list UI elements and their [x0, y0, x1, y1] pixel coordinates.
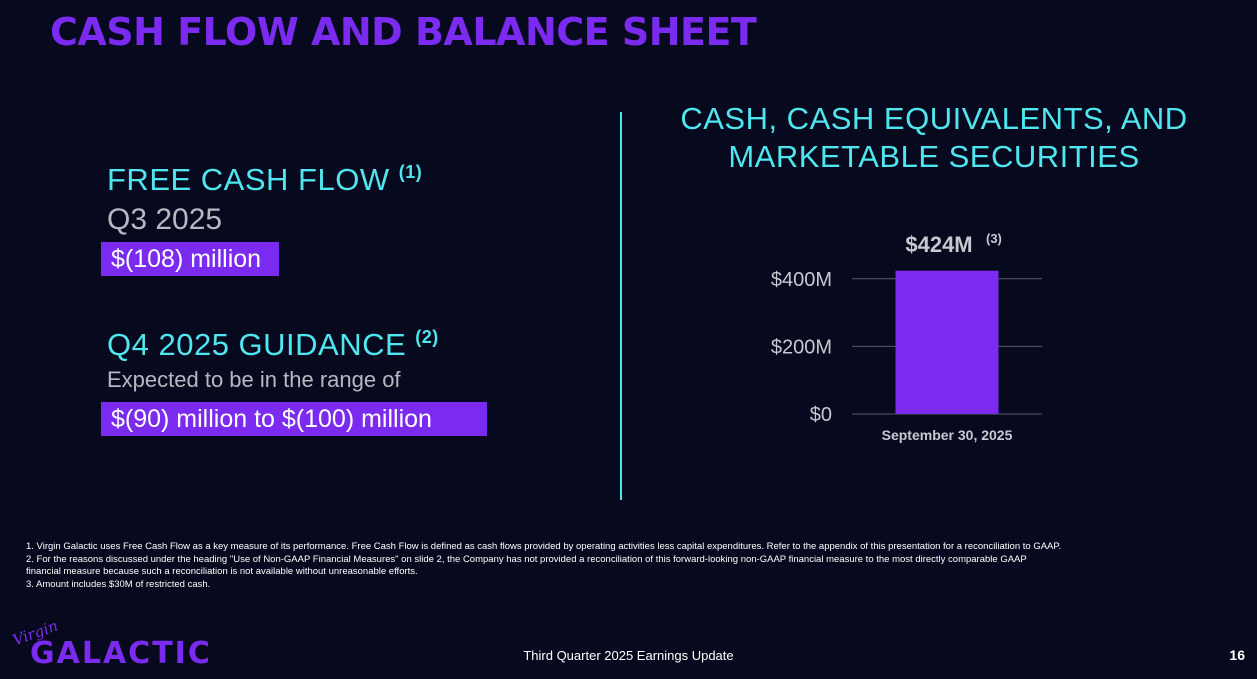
- fcf-quarter: Q3 2025: [107, 203, 223, 236]
- guidance-footnote-ref: (2): [415, 327, 439, 347]
- cash-bar-chart: $0 $200M $400M September 30, 2025 $424M (3): [771, 231, 1042, 443]
- footer-text: Third Quarter 2025 Earnings Update: [523, 648, 734, 663]
- fcf-value-badge: $(108) million: [101, 242, 279, 276]
- y-tick-label: $200M: [771, 336, 832, 358]
- footnote-2: 2. For the reasons discussed under the h…: [26, 553, 1027, 565]
- galactic-logo: GALACTIC: [30, 636, 212, 671]
- footnote-3: 3. Amount includes $30M of restricted ca…: [26, 578, 211, 590]
- chart-title: CASH, CASH EQUIVALENTS, AND MARKETABLE S…: [655, 100, 1213, 176]
- footnote-2-continued: financial measure because such a reconci…: [26, 566, 418, 578]
- fcf-footnote-ref: (1): [398, 162, 423, 182]
- data-label-footnote-ref: (3): [986, 231, 1002, 246]
- x-tick-label: September 30, 2025: [882, 427, 1013, 443]
- bar: [895, 270, 999, 414]
- footnote-1: 1. Virgin Galactic uses Free Cash Flow a…: [26, 541, 1062, 552]
- fcf-heading: FREE CASH FLOW (1): [107, 162, 422, 198]
- y-tick-label: $0: [810, 404, 832, 426]
- slide-title: CASH FLOW AND BALANCE SHEET: [50, 10, 757, 54]
- section-divider: [620, 112, 622, 500]
- guidance-range-badge: $(90) million to $(100) million: [101, 402, 487, 436]
- y-tick-label: $400M: [771, 269, 832, 291]
- guidance-subtext: Expected to be in the range of: [107, 367, 401, 392]
- chart-title-line1: CASH, CASH EQUIVALENTS, AND: [680, 101, 1188, 136]
- footnotes: 1. Virgin Galactic uses Free Cash Flow a…: [26, 541, 1241, 591]
- guidance-heading: Q4 2025 GUIDANCE (2): [107, 327, 439, 363]
- chart-title-line2: MARKETABLE SECURITIES: [728, 139, 1140, 174]
- data-label: $424M: [905, 232, 972, 257]
- page-number: 16: [1229, 647, 1245, 663]
- guidance-heading-text: Q4 2025 GUIDANCE: [107, 327, 407, 362]
- fcf-heading-text: FREE CASH FLOW: [107, 162, 390, 197]
